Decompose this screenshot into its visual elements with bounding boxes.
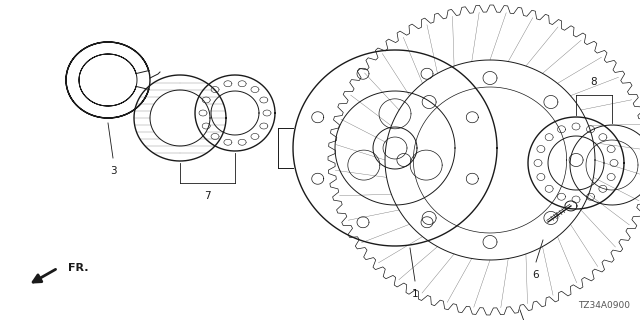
Text: 8: 8 — [591, 77, 597, 87]
Text: TZ34A0900: TZ34A0900 — [578, 301, 630, 310]
Text: 7: 7 — [204, 191, 211, 201]
Text: 6: 6 — [532, 270, 540, 280]
Text: FR.: FR. — [68, 263, 88, 273]
Text: 3: 3 — [109, 166, 116, 176]
Text: 1: 1 — [412, 289, 419, 299]
